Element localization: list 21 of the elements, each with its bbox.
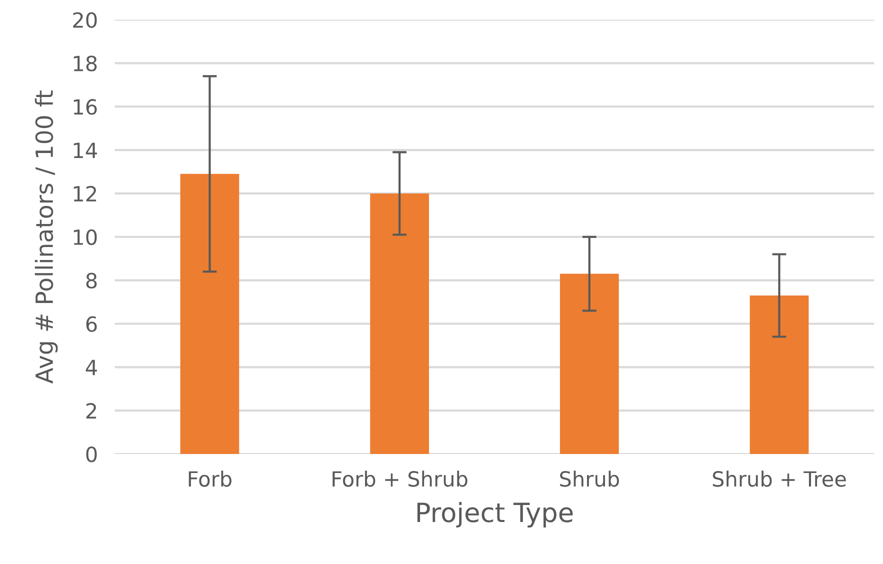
- y-tick-label: 0: [86, 446, 97, 462]
- bar: [180, 174, 240, 454]
- y-tick-label: 8: [86, 272, 97, 289]
- bar: [750, 296, 809, 454]
- x-tick-label: Forb + Shrub: [332, 470, 468, 487]
- y-axis-title: Avg # Pollinators / 100 ft: [34, 90, 58, 384]
- y-tick-label: 20: [73, 12, 97, 28]
- y-tick-label: 6: [86, 316, 97, 332]
- x-tick-label: Forb: [188, 470, 232, 487]
- bar: [370, 193, 429, 454]
- bar: [560, 274, 619, 454]
- y-tick-label: 18: [74, 56, 97, 72]
- x-tick-label: Shrub + Tree: [712, 470, 846, 487]
- y-tick-label: 16: [74, 99, 97, 115]
- x-axis-title: Project Type: [417, 502, 573, 528]
- y-tick-label: 10: [74, 229, 97, 246]
- y-tick-label: 14: [74, 142, 97, 158]
- y-tick-label: 12: [74, 186, 96, 202]
- x-tick-label: Shrub: [560, 470, 619, 487]
- y-tick-label: 2: [86, 403, 96, 419]
- y-tick-label: 4: [86, 360, 97, 376]
